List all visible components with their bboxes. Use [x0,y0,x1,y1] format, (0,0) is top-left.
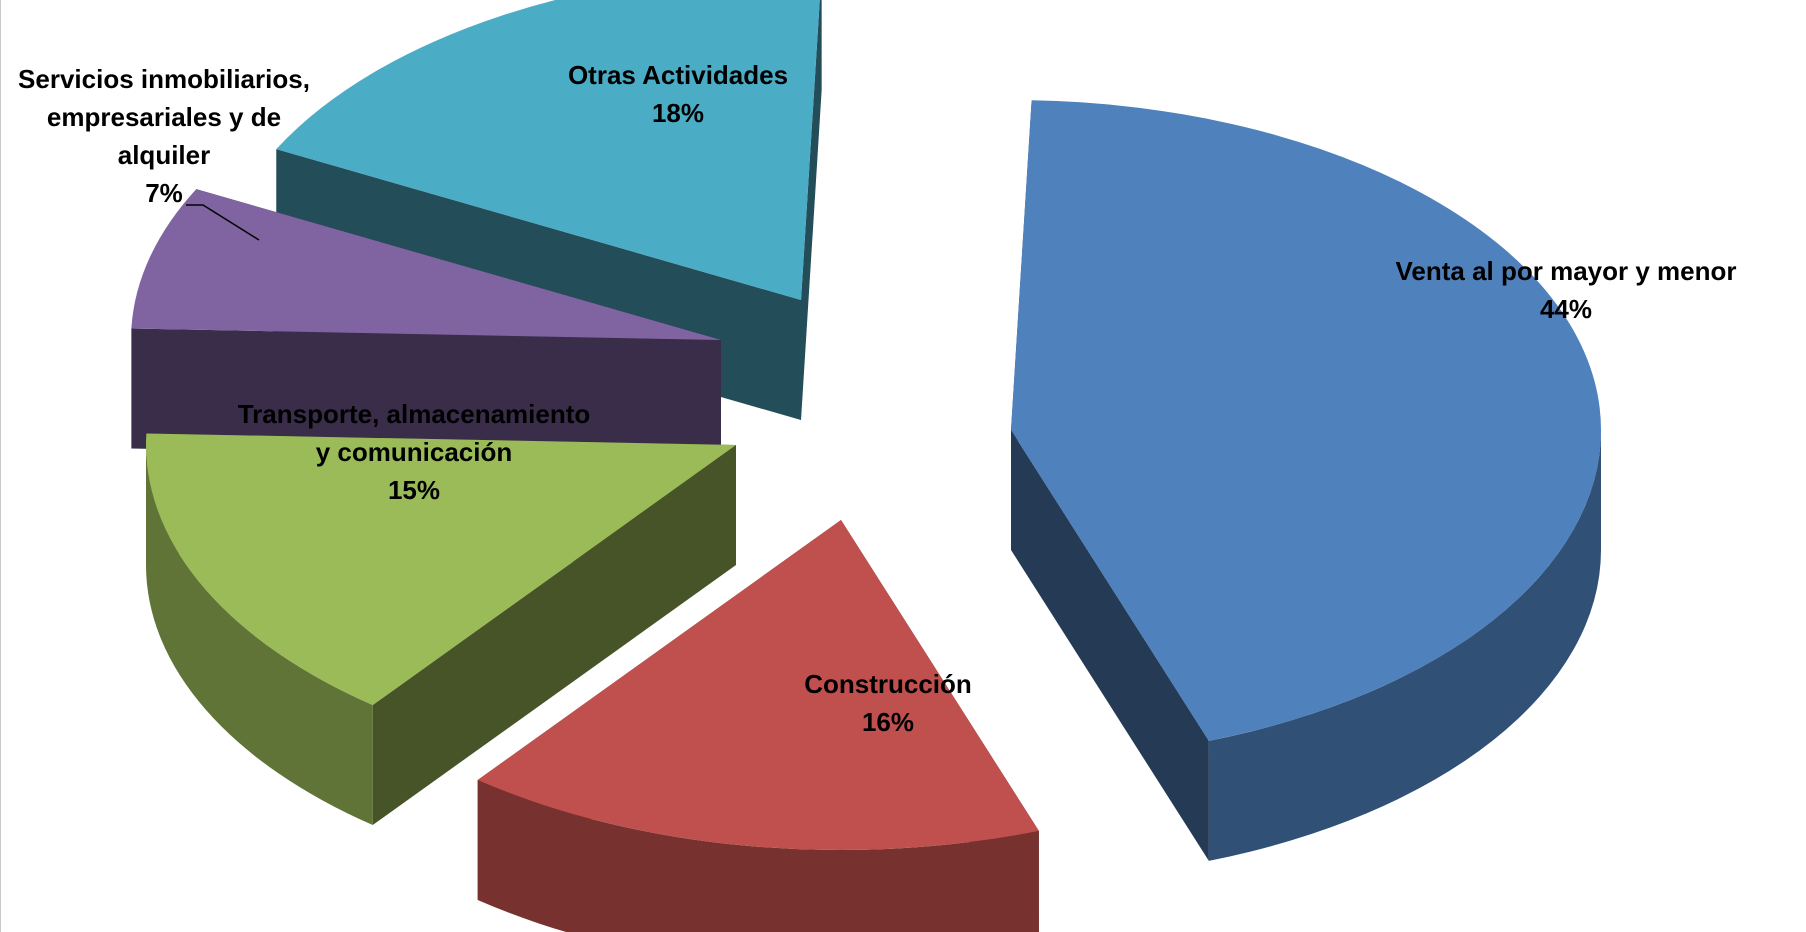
pie-slice [145,433,737,826]
pie-slice-rim [477,780,1039,932]
slice-percent: 16% [862,707,914,737]
slice-label: Servicios inmobiliarios, empresariales y … [18,64,310,208]
pie-slice [477,520,1039,932]
slice-label: Otras Actividades 18% [568,60,788,128]
leader-line [186,204,260,241]
pie-slice-top [1011,100,1601,741]
pie-slice-side [801,0,822,420]
pie-slice-top [131,189,722,340]
pie-slice-side [1011,430,1209,861]
slice-percent: 44% [1540,294,1592,324]
slice-percent: 18% [652,98,704,128]
pie-slice [131,189,722,461]
slice-label: Transporte, almacenamiento y comunicación… [238,399,591,505]
slice-percent: 15% [388,475,440,505]
pie-slice-rim [145,445,373,826]
pie-slice-top [146,433,736,706]
slice-percent: 7% [145,178,183,208]
pie-slice-top [477,520,1039,851]
pie-slice-top [276,0,820,300]
pie-slice [1011,100,1601,861]
slice-label: Construcción 16% [804,669,972,737]
pie-slice-rim [1208,430,1601,861]
slice-label: Venta al por mayor y menor 44% [1395,256,1736,324]
